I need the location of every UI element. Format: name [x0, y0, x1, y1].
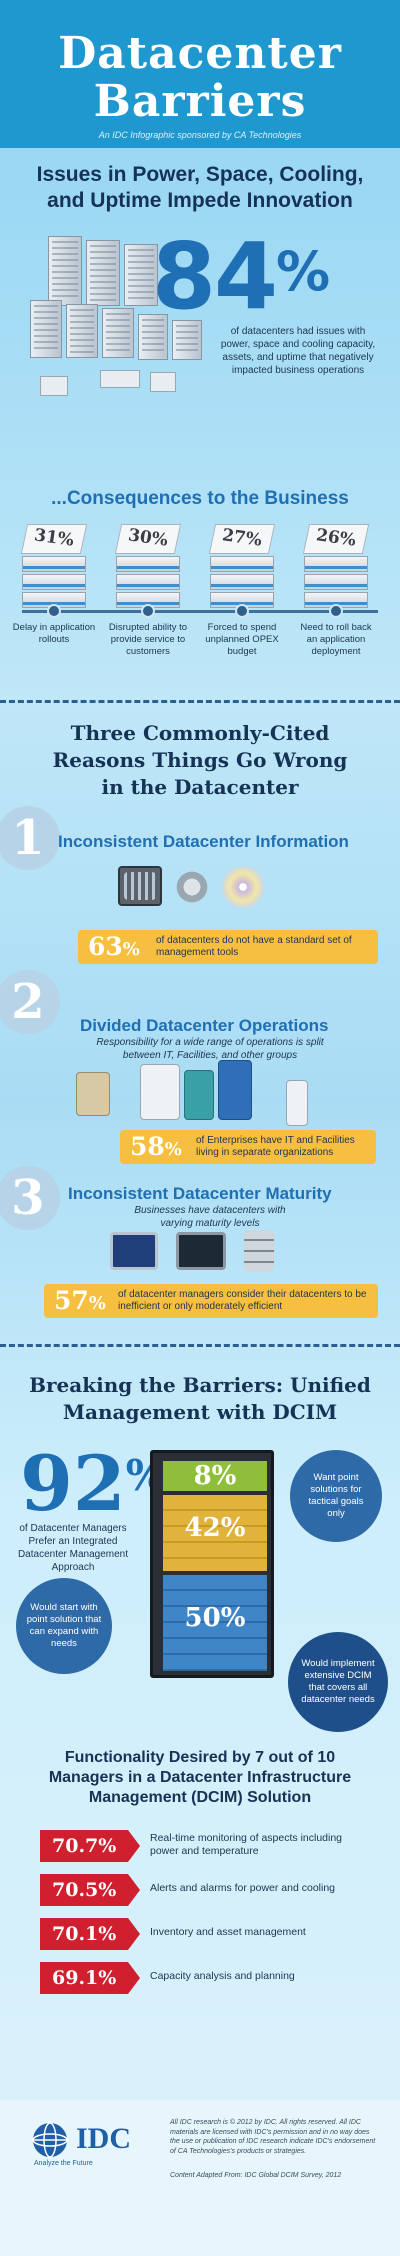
consequence-label-3: Forced to spend unplanned OPEX budget	[205, 622, 279, 657]
reason-heading-2: Divided Datacenter Operations	[80, 1016, 329, 1035]
reasons-title: Three Commonly-Cited Reasons Things Go W…	[52, 721, 348, 799]
reason-subtitle-3: Businesses have datacenters with varying…	[134, 1205, 286, 1229]
reason-number-3: 3	[0, 1166, 60, 1230]
issues-stat: 84%	[152, 223, 330, 330]
legal-notice: All IDC research is © 2012 by IDC. All r…	[170, 2119, 376, 2155]
functionality-row: 69.1% Capacity analysis and planning	[40, 1958, 370, 1998]
breaking-title: Breaking the Barriers: Unified Managemen…	[29, 1373, 371, 1424]
segment-point-only: 8%	[163, 1461, 267, 1491]
reason-number-1: 1	[0, 806, 60, 870]
idc-tagline: Analyze the Future	[34, 2160, 93, 2167]
functionality-pct: 70.1%	[40, 1918, 140, 1950]
idc-logo: IDC Analyze the Future	[30, 2120, 160, 2167]
consequence-box-3: 27%	[206, 524, 278, 612]
consequence-label-4: Need to roll back an application deploym…	[300, 622, 372, 657]
timeline-dot	[329, 604, 343, 618]
page-title-line2: Barriers	[93, 76, 307, 127]
segment-extensive-dcim: 50%	[163, 1575, 267, 1671]
reason-stat-2: 58% of Enterprises have IT and Facilitie…	[120, 1130, 376, 1164]
functionality-label: Capacity analysis and planning	[150, 1970, 295, 1982]
issues-title-line2: and Uptime Impede Innovation	[47, 189, 353, 212]
reason-heading-1: Inconsistent Datacenter Information	[58, 832, 349, 851]
consequence-label-2: Disrupted ability to provide service to …	[108, 622, 188, 657]
functionality-row: 70.1% Inventory and asset management	[40, 1914, 370, 1954]
idc-globe-icon	[32, 2122, 68, 2158]
bubble-start-point: Would start with point solution that can…	[16, 1578, 112, 1674]
section-divider	[0, 1344, 400, 1347]
functionality-label: Real-time monitoring of aspects includin…	[150, 1832, 343, 1857]
functionality-row: 70.7% Real-time monitoring of aspects in…	[40, 1826, 370, 1866]
issues-description: of datacenters had issues with power, sp…	[220, 326, 376, 376]
functionality-label: Alerts and alarms for power and cooling	[150, 1882, 336, 1894]
timeline-dot	[235, 604, 249, 618]
reason-number-2: 2	[0, 970, 60, 1034]
consequence-box-2: 30%	[112, 524, 184, 612]
breaking-description: of Datacenter Managers Prefer an Integra…	[17, 1523, 129, 1573]
bubble-extensive-dcim: Would implement extensive DCIM that cove…	[288, 1632, 388, 1732]
footer	[0, 2100, 400, 2256]
timeline-dot	[141, 604, 155, 618]
consequence-label-1: Delay in application rollouts	[12, 622, 96, 645]
functionality-label: Inventory and asset management	[150, 1926, 306, 1938]
section-divider	[0, 700, 400, 703]
consequence-box-4: 26%	[300, 524, 372, 612]
server-cabinet: 8% 42% 50%	[150, 1450, 274, 1678]
functionality-pct: 70.5%	[40, 1874, 140, 1906]
bubble-point-only: Want point solutions for tactical goals …	[290, 1450, 382, 1542]
consequence-box-1: 31%	[18, 524, 90, 612]
sponsor-note: An IDC Infographic sponsored by CA Techn…	[98, 130, 302, 140]
page-title-line1: Datacenter	[58, 28, 342, 79]
breaking-stat: 92%	[20, 1439, 166, 1528]
functionality-title: Functionality Desired by 7 out of 10 Man…	[48, 1749, 352, 1806]
idc-logo-text: IDC	[76, 2122, 132, 2155]
reason-stat-3: 57% of datacenter managers consider thei…	[44, 1284, 378, 1318]
segment-start-point: 42%	[163, 1495, 267, 1571]
reason-stat-1: 63% of datacenters do not have a standar…	[78, 930, 378, 964]
header-banner	[0, 0, 400, 148]
issues-title-line1: Issues in Power, Space, Cooling,	[36, 163, 364, 186]
functionality-pct: 69.1%	[40, 1962, 140, 1994]
timeline-dot	[47, 604, 61, 618]
consequences-timeline	[22, 610, 378, 613]
source-note: Content Adapted From: IDC Global DCIM Su…	[170, 2172, 342, 2179]
functionality-row: 70.5% Alerts and alarms for power and co…	[40, 1870, 370, 1910]
reason-heading-3: Inconsistent Datacenter Maturity	[68, 1184, 332, 1203]
reason-subtitle-2: Responsibility for a wide range of opera…	[96, 1037, 324, 1061]
functionality-pct: 70.7%	[40, 1830, 140, 1862]
consequences-title: ...Consequences to the Business	[51, 488, 349, 509]
